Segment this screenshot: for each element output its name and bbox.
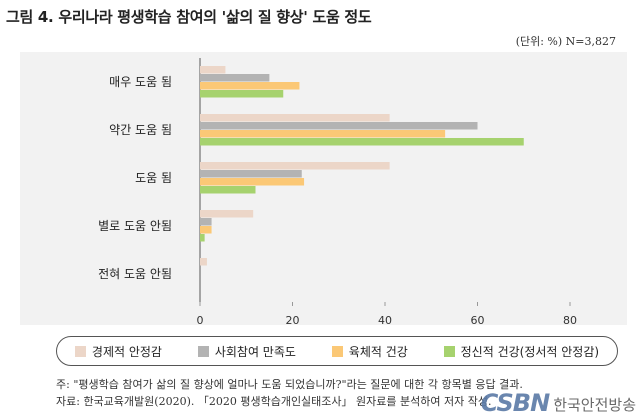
bar [200, 74, 270, 82]
chart-legend: 경제적 안정감 사회참여 만족도 육체적 건강 정신적 건강(정서적 안정감) [56, 336, 618, 366]
x-tick-label: 60 [471, 314, 485, 325]
legend-swatch-economic [74, 345, 86, 357]
bar [200, 178, 305, 186]
legend-item-physical: 육체적 건강 [331, 343, 408, 360]
bar [200, 210, 254, 218]
bar [200, 218, 212, 226]
bar [200, 122, 478, 130]
category-label: 별로 도움 안됨 [98, 219, 172, 233]
bar [200, 82, 300, 90]
watermark: CSBN 한국안전방송 [481, 389, 636, 417]
note-text: 주: "평생학습 참여가 삶의 질 향상에 얼마나 도움 되었습니까?"라는 질… [56, 378, 523, 391]
bar [200, 170, 302, 178]
legend-swatch-physical [331, 345, 343, 357]
bar [200, 114, 390, 122]
figure-title: 그림 4. 우리나라 평생학습 참여의 '삶의 질 향상' 도움 정도 [6, 8, 372, 26]
figure-notes: 주: "평생학습 참여가 삶의 질 향상에 얼마나 도움 되었습니까?"라는 질… [56, 376, 523, 410]
unit-note: (단위: %) N=3,827 [515, 35, 616, 48]
x-tick-label: 20 [286, 314, 300, 325]
bar [200, 90, 284, 98]
x-tick-label: 80 [563, 314, 577, 325]
category-label: 도움 됨 [135, 171, 172, 185]
legend-label-mental: 정신적 건강(정서적 안정감) [460, 344, 600, 359]
bar [200, 162, 390, 170]
watermark-logo: CSBN [480, 389, 550, 417]
source-text: 자료: 한국교육개발원(2020). 「2020 평생학습개인실태조사」 원자료… [56, 395, 492, 408]
legend-label-physical: 육체적 건강 [348, 344, 408, 359]
bar [200, 66, 226, 74]
legend-swatch-mental [443, 345, 455, 357]
category-label: 전혀 도움 안됨 [98, 267, 172, 281]
x-tick-label: 0 [197, 314, 204, 325]
category-label: 매우 도움 됨 [109, 75, 172, 89]
bar [200, 186, 256, 194]
legend-item-mental: 정신적 건강(정서적 안정감) [443, 343, 600, 360]
bar [200, 226, 212, 234]
watermark-text: 한국안전방송 [553, 396, 636, 414]
legend-swatch-social [197, 345, 209, 357]
bar [200, 234, 205, 242]
legend-item-social: 사회참여 만족도 [197, 343, 296, 360]
legend-label-social: 사회참여 만족도 [214, 344, 296, 359]
bar [200, 258, 207, 266]
bar [200, 138, 524, 146]
x-tick-label: 40 [378, 314, 392, 325]
category-label: 약간 도움 됨 [109, 122, 172, 137]
bar [200, 130, 446, 138]
legend-item-economic: 경제적 안정감 [74, 343, 162, 360]
legend-label-economic: 경제적 안정감 [91, 344, 162, 359]
